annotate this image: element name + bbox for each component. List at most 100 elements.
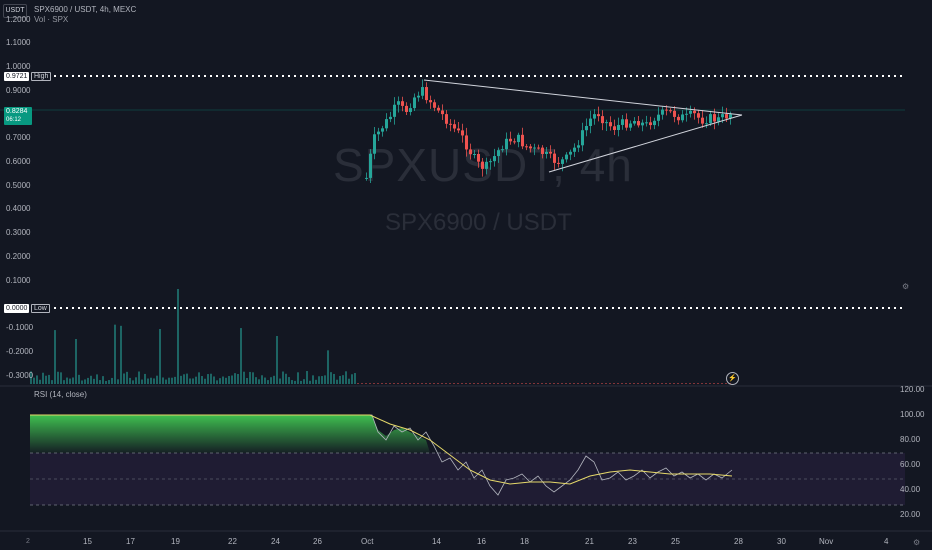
price-tick-label: 0.5000 xyxy=(6,181,31,190)
candle-body xyxy=(521,134,524,147)
volume-bar xyxy=(30,371,32,384)
volume-bar xyxy=(713,383,715,384)
volume-bar xyxy=(709,383,711,384)
volume-bar xyxy=(171,377,173,384)
volume-bar xyxy=(721,383,723,384)
volume-bar xyxy=(593,383,595,384)
volume-bar xyxy=(569,383,571,384)
volume-bar xyxy=(521,383,523,384)
volume-bar xyxy=(153,378,155,384)
volume-bar xyxy=(469,383,471,384)
currency-badge[interactable]: USDT xyxy=(3,4,27,18)
volume-bar xyxy=(545,383,547,384)
candle-body xyxy=(653,120,656,126)
high-label: High xyxy=(31,72,52,81)
current-price-countdown: 06:12 xyxy=(6,117,22,123)
candle-body xyxy=(433,102,436,108)
volume-bar xyxy=(90,375,92,384)
volume-bar xyxy=(557,383,559,384)
candle-body xyxy=(381,128,384,132)
candle-body xyxy=(397,101,400,105)
candle-body xyxy=(409,108,412,112)
candle-body xyxy=(621,119,624,125)
volume-bar xyxy=(617,383,619,384)
volume-bar xyxy=(373,383,375,384)
price-tick-label: -0.2000 xyxy=(6,347,34,356)
volume-bar xyxy=(168,377,170,384)
price-tick-label: 0.9000 xyxy=(6,86,31,95)
volume-bar xyxy=(237,373,239,384)
candle-body xyxy=(569,151,572,155)
gear-icon-bottom[interactable]: ⚙ xyxy=(913,538,921,547)
time-tick-label: 22 xyxy=(228,537,237,546)
volume-bar xyxy=(159,329,161,384)
volume-bar xyxy=(54,330,56,384)
volume-bar xyxy=(174,376,176,384)
volume-bar xyxy=(621,383,623,384)
rsi-tick-label: 20.00 xyxy=(900,510,921,519)
candle-body xyxy=(689,110,692,114)
candle-body xyxy=(685,113,688,115)
candle-body xyxy=(529,146,532,149)
volume-bar xyxy=(258,379,260,384)
volume-bar xyxy=(457,383,459,384)
volume-bar xyxy=(465,383,467,384)
rsi-tick-label: 80.00 xyxy=(900,435,921,444)
volume-bar xyxy=(489,383,491,384)
volume-bar xyxy=(493,383,495,384)
volume-bar xyxy=(701,383,703,384)
volume-bar xyxy=(589,383,591,384)
candle-body xyxy=(369,153,372,178)
chevron-icon[interactable]: 2 xyxy=(26,538,30,545)
volume-bar xyxy=(324,375,326,384)
rsi-title[interactable]: RSI (14, close) xyxy=(34,390,87,399)
volume-bar xyxy=(385,383,387,384)
volume-bar xyxy=(309,380,311,384)
volume-bar xyxy=(637,383,639,384)
candle-body xyxy=(477,153,480,162)
volume-bar xyxy=(669,383,671,384)
volume-bar xyxy=(33,377,35,384)
candle-body xyxy=(457,128,460,131)
price-tick-label: 0.7000 xyxy=(6,133,31,142)
candle-body xyxy=(525,146,528,148)
volume-bar xyxy=(348,378,350,384)
volume-legend[interactable]: Vol · SPX xyxy=(34,15,69,24)
candle-body xyxy=(669,110,672,112)
candle-body xyxy=(717,117,720,122)
volume-bar xyxy=(162,377,164,384)
volume-bar xyxy=(51,380,53,384)
candle-body xyxy=(401,101,404,106)
volume-bar xyxy=(219,378,221,384)
volume-bar xyxy=(138,371,140,384)
time-tick-label: 15 xyxy=(83,537,92,546)
candle-body xyxy=(649,122,652,126)
volume-bar xyxy=(665,383,667,384)
volume-bar xyxy=(565,383,567,384)
candle-body xyxy=(589,118,592,126)
candle-body xyxy=(585,125,588,131)
symbol-title[interactable]: SPX6900 / USDT, 4h, MEXC xyxy=(34,5,137,14)
volume-bar xyxy=(661,383,663,384)
candle-body xyxy=(545,151,548,154)
volume-bar xyxy=(369,383,371,384)
volume-bar xyxy=(57,371,59,384)
volume-bar xyxy=(231,375,233,384)
gear-icon[interactable]: ⚙ xyxy=(902,282,910,291)
volume-bar xyxy=(66,377,68,384)
price-tick-label: 1.0000 xyxy=(6,62,31,71)
flash-icon[interactable]: ⚡ xyxy=(726,372,739,385)
volume-bar xyxy=(361,383,363,384)
volume-bar xyxy=(485,383,487,384)
volume-bar xyxy=(126,371,128,384)
volume-bar xyxy=(300,380,302,384)
candle-body xyxy=(597,114,600,117)
candle-body xyxy=(465,135,468,150)
volume-bar xyxy=(541,383,543,384)
volume-bar xyxy=(228,376,230,384)
volume-bar xyxy=(270,377,272,384)
candle-body xyxy=(425,87,428,101)
volume-bar xyxy=(291,380,293,384)
candle-body xyxy=(637,121,640,126)
